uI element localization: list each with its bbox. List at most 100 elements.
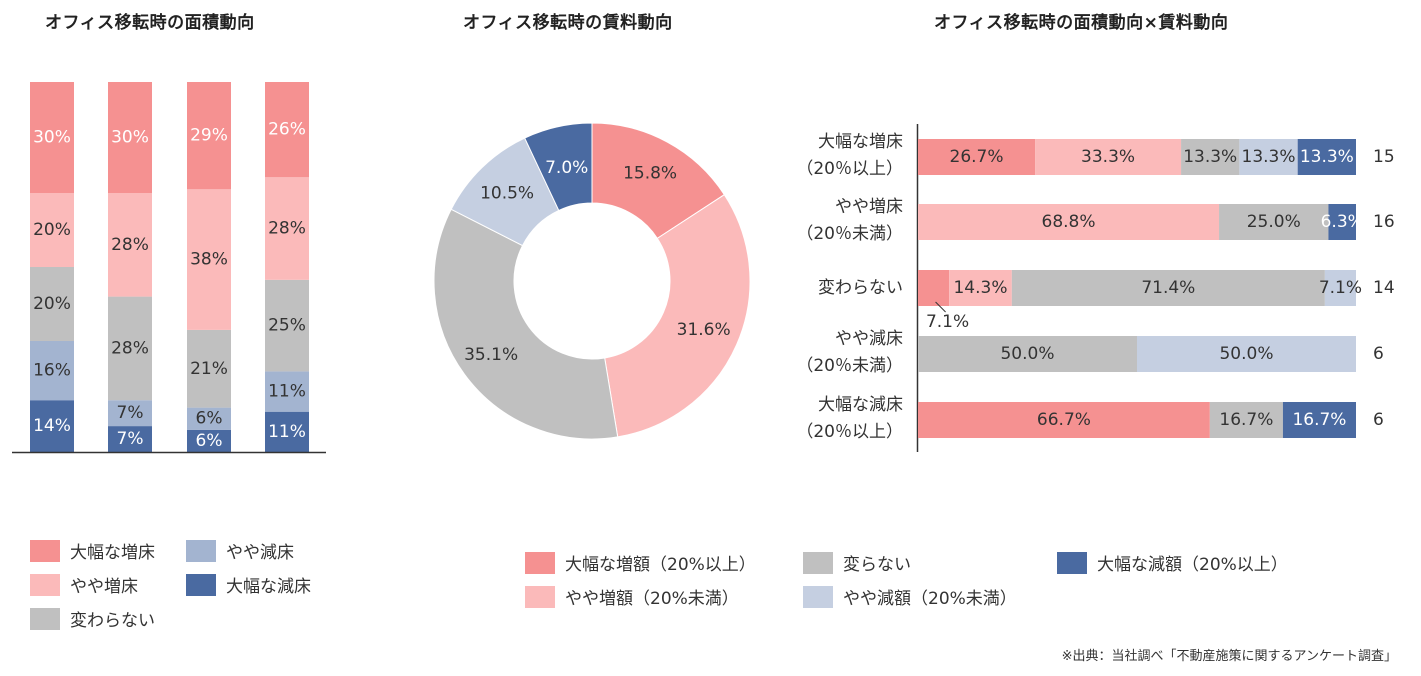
column-segment bbox=[187, 429, 231, 452]
column-segment bbox=[30, 193, 74, 267]
bar-data-label: 6.3% bbox=[1321, 212, 1364, 232]
column-data-label: 11% bbox=[268, 422, 306, 442]
column-data-label: 7% bbox=[117, 429, 144, 449]
column-data-label: 26% bbox=[268, 120, 306, 140]
row-category-label: （20％未満） bbox=[796, 356, 903, 376]
column-data-label: 21% bbox=[190, 359, 228, 379]
legend-swatch bbox=[803, 585, 833, 608]
row-category-label: 変わらない bbox=[818, 278, 903, 298]
legend-item-large-rent-decrease: 大幅な減額（20%以上） bbox=[1057, 550, 1288, 575]
column-segment bbox=[108, 296, 152, 401]
bar-segment bbox=[1219, 204, 1329, 240]
legend-label: 変らない bbox=[843, 555, 911, 575]
column-data-label: 6% bbox=[196, 431, 223, 451]
legend-item-slight-decrease: やや減床 bbox=[186, 538, 294, 563]
bar-data-label: 16.7% bbox=[1219, 410, 1273, 430]
column-segment bbox=[30, 341, 74, 401]
legend-label: やや増床 bbox=[70, 577, 138, 597]
legend-swatch bbox=[30, 573, 60, 596]
bar-segment bbox=[1137, 336, 1356, 372]
row-category-label: やや減床 bbox=[835, 329, 903, 349]
legend-item-large-increase: 大幅な増床 bbox=[30, 538, 155, 563]
row-count-label: 15 bbox=[1373, 147, 1395, 167]
bar-data-label: 33.3% bbox=[1081, 147, 1135, 167]
bar-data-label: 13.3% bbox=[1242, 147, 1296, 167]
donut-data-label: 7.0% bbox=[545, 158, 588, 178]
legend-item-slight-rent-increase: やや増額（20%未満） bbox=[525, 584, 739, 609]
legend-swatch bbox=[525, 551, 555, 574]
bar-segment bbox=[1324, 270, 1356, 306]
column-segment bbox=[108, 426, 152, 452]
legend-swatch bbox=[525, 585, 555, 608]
column-segment bbox=[265, 82, 309, 178]
bar-segment bbox=[1181, 139, 1240, 175]
donut-data-label: 35.1% bbox=[464, 345, 518, 365]
column-segment bbox=[187, 82, 231, 190]
bar-segment bbox=[918, 270, 950, 306]
legend-label: やや減額（20%未満） bbox=[843, 589, 1017, 609]
bar-segment bbox=[1239, 139, 1298, 175]
legend-label: 変わらない bbox=[70, 611, 155, 631]
column-data-label: 28% bbox=[268, 219, 306, 239]
bar-data-label: 50.0% bbox=[1219, 344, 1273, 364]
donut-slice bbox=[524, 122, 593, 212]
donut-slice bbox=[604, 193, 751, 438]
legend-label: 大幅な増額（20%以上） bbox=[565, 555, 756, 575]
legend-item-large-rent-increase: 大幅な増額（20%以上） bbox=[525, 550, 756, 575]
legend-label: やや減床 bbox=[226, 543, 294, 563]
area-chart-title: オフィス移転時の面積動向 bbox=[45, 13, 255, 33]
column-data-label: 30% bbox=[111, 128, 149, 148]
bar-segment bbox=[1282, 402, 1356, 438]
column-data-label: 25% bbox=[268, 316, 306, 336]
column-segment bbox=[30, 82, 74, 193]
bar-segment bbox=[1209, 402, 1283, 438]
bar-data-label: 7.1% bbox=[1319, 278, 1362, 298]
bar-segment bbox=[1297, 139, 1356, 175]
column-segment bbox=[108, 400, 152, 427]
bar-data-label: 25.0% bbox=[1247, 212, 1301, 232]
row-category-label: 大幅な減床 bbox=[818, 395, 903, 415]
column-segment bbox=[30, 400, 74, 452]
column-data-label: 30% bbox=[33, 128, 71, 148]
column-segment bbox=[187, 189, 231, 330]
column-segment bbox=[265, 279, 309, 372]
bar-segment bbox=[918, 336, 1137, 372]
bar-segment bbox=[1011, 270, 1325, 306]
legend-label: 大幅な減額（20%以上） bbox=[1097, 555, 1288, 575]
bar-data-label: 50.0% bbox=[1000, 344, 1054, 364]
source-note: ※出典：当社調べ「不動産施策に関するアンケート調査」 bbox=[1061, 649, 1397, 664]
bar-data-label: 71.4% bbox=[1141, 278, 1195, 298]
legend-swatch bbox=[186, 573, 216, 596]
legend-swatch bbox=[803, 551, 833, 574]
row-count-label: 16 bbox=[1373, 212, 1395, 232]
row-category-label: やや増床 bbox=[835, 197, 903, 217]
callout-leader bbox=[935, 301, 946, 313]
legend-label: やや増額（20%未満） bbox=[565, 589, 739, 609]
legend-swatch bbox=[186, 539, 216, 562]
row-category-label: （20％以上） bbox=[796, 159, 903, 179]
legend-label: 大幅な減床 bbox=[226, 577, 311, 597]
bar-data-label: 16.7% bbox=[1292, 410, 1346, 430]
bar-segment bbox=[918, 139, 1036, 175]
legend-item-large-decrease: 大幅な減床 bbox=[186, 572, 311, 597]
bar-data-label: 13.3% bbox=[1300, 147, 1354, 167]
column-data-label: 20% bbox=[33, 294, 71, 314]
bar-segment bbox=[918, 402, 1210, 438]
bar-segment bbox=[918, 204, 1220, 240]
column-segment bbox=[108, 193, 152, 297]
row-category-label: （20％以上） bbox=[796, 422, 903, 442]
donut-data-label: 15.8% bbox=[623, 164, 677, 184]
donut-slice bbox=[433, 208, 619, 440]
column-segment bbox=[265, 371, 309, 412]
column-segment bbox=[187, 407, 231, 430]
column-data-label: 11% bbox=[268, 382, 306, 402]
row-category-label: 大幅な増床 bbox=[818, 132, 903, 152]
bar-data-label: 26.7% bbox=[950, 147, 1004, 167]
column-segment bbox=[108, 82, 152, 193]
bar-data-label: 68.8% bbox=[1042, 212, 1096, 232]
legend-item-slight-rent-decrease: やや減額（20%未満） bbox=[803, 584, 1017, 609]
column-segment bbox=[265, 411, 309, 452]
row-category-label: （20％未満） bbox=[796, 224, 903, 244]
row-count-label: 6 bbox=[1373, 410, 1384, 430]
